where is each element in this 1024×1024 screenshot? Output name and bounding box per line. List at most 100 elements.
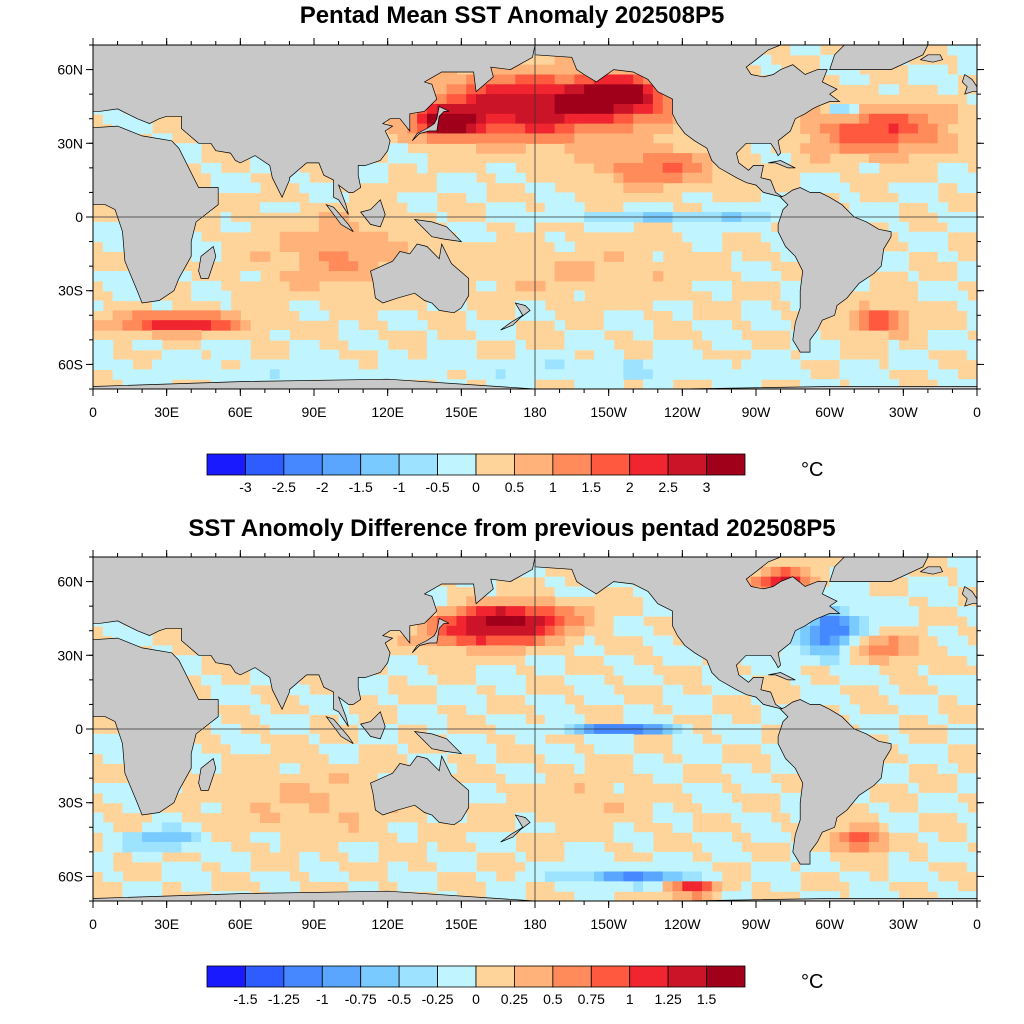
lon-tick-label: 60E xyxy=(228,404,253,420)
madagascar-land xyxy=(198,757,217,791)
colorbar-swatch xyxy=(245,965,285,988)
new-guinea-land xyxy=(413,219,463,243)
lon-tick-label: 120W xyxy=(664,404,701,420)
panel2-title: SST Anomoly Difference from previous pen… xyxy=(188,515,836,542)
colorbar-label: 2 xyxy=(626,479,634,495)
cuba-land xyxy=(768,672,796,681)
colorbar-swatch xyxy=(629,453,669,476)
lat-tick-label: 30S xyxy=(58,283,83,299)
colorbar-label: 0.25 xyxy=(501,991,528,1007)
madagascar-land xyxy=(198,245,217,279)
lon-tick-label: 0 xyxy=(973,916,981,932)
antarctica-land xyxy=(93,378,977,389)
land-masses xyxy=(93,557,977,901)
lon-tick-label: 60W xyxy=(815,916,845,932)
lon-tick-label: 30E xyxy=(154,916,179,932)
colorbar-label: -1 xyxy=(316,991,329,1007)
colorbar-label: 1 xyxy=(549,479,557,495)
lon-axis: 0 30E 60E 90E 120E 150E 180 150W 120W 90W 60W 30W 0 xyxy=(89,38,981,420)
lat-tick-label: 0 xyxy=(75,721,83,737)
south-america-land xyxy=(777,699,892,865)
lat-axis: 60N 30N 0 30S 60S xyxy=(57,44,984,390)
colorbar-label: -0.5 xyxy=(426,479,450,495)
lon-tick-label: 180 xyxy=(523,404,547,420)
colorbar-swatch xyxy=(475,965,515,988)
colorbar-label: -0.25 xyxy=(422,991,454,1007)
colorbar-label: 1.25 xyxy=(655,991,682,1007)
land-masses xyxy=(93,45,977,389)
borneo-land xyxy=(360,711,386,740)
colorbar-label: -0.5 xyxy=(387,991,411,1007)
colorbar-1: -3 -2.5 -2 -1.5 -1 -0.5 0 0.5 1 1.5 2 2.5 3 °C xyxy=(206,453,823,495)
lat-tick-label: 0 xyxy=(75,209,83,225)
colorbar-swatch xyxy=(590,453,631,476)
colorbar-label: 1 xyxy=(626,991,634,1007)
lat-tick-label: 60N xyxy=(57,574,83,590)
colorbar-swatch xyxy=(321,453,362,476)
colorbar-label: 2.5 xyxy=(658,479,678,495)
colorbar-swatch xyxy=(398,965,438,988)
lon-tick-label: 90W xyxy=(742,404,772,420)
lon-tick-label: 90W xyxy=(742,916,772,932)
lon-tick-label: 0 xyxy=(89,404,97,420)
colorbar-swatch xyxy=(706,453,746,476)
borneo-land xyxy=(360,199,386,228)
lon-tick-label: 150W xyxy=(590,404,627,420)
antarctica-land xyxy=(93,890,977,901)
new-guinea-land xyxy=(413,731,463,755)
colorbar-swatch xyxy=(437,965,477,988)
britain-land xyxy=(961,585,977,607)
north-america-land xyxy=(534,45,841,198)
new-zealand-land xyxy=(500,814,531,843)
sumatra-land xyxy=(325,716,354,745)
lat-tick-label: 30N xyxy=(57,135,83,151)
colorbar-label: -0.75 xyxy=(345,991,377,1007)
colorbar-label: -2 xyxy=(316,479,329,495)
colorbar-label: 0 xyxy=(472,479,480,495)
map-panel-2: 0 30E 60E 90E 120E 150E 180 150W 120W 90W 60W 30W 06… xyxy=(57,550,984,932)
north-america-land xyxy=(534,557,841,710)
colorbar-swatch xyxy=(629,965,669,988)
colorbar-label: -1.5 xyxy=(233,991,257,1007)
lat-tick-label: 30S xyxy=(58,795,83,811)
lon-tick-label: 120W xyxy=(664,916,701,932)
colorbar-2: -1.5 -1.25 -1 -0.75 -0.5 -0.25 0 0.25 0.5 0.75 1 1.… xyxy=(206,965,823,1007)
colorbar-label: -1 xyxy=(393,479,406,495)
colorbar-label: -2.5 xyxy=(272,479,296,495)
lon-tick-label: 30E xyxy=(154,404,179,420)
lon-axis: 0 30E 60E 90E 120E 150E 180 150W 120W 90W 60W 30W 0 xyxy=(89,550,981,932)
britain-land xyxy=(961,73,977,95)
africa-land xyxy=(93,125,219,304)
colorbar-swatch xyxy=(206,453,246,476)
australia-land xyxy=(370,242,470,314)
colorbar-swatch xyxy=(514,453,554,476)
colorbar-swatch xyxy=(667,965,707,988)
unit-label: °C xyxy=(801,459,823,481)
colorbar-label: -1.25 xyxy=(268,991,300,1007)
colorbar-swatch xyxy=(514,965,554,988)
south-america-land xyxy=(777,187,892,353)
colorbar-swatch xyxy=(206,965,246,988)
cuba-land xyxy=(768,160,796,169)
lon-tick-label: 90E xyxy=(302,404,327,420)
colorbar-swatch xyxy=(706,965,746,988)
lat-tick-label: 60S xyxy=(58,356,83,372)
lon-tick-label: 150E xyxy=(445,404,478,420)
lon-tick-label: 0 xyxy=(973,404,981,420)
colorbar-swatch xyxy=(360,453,400,476)
australia-land xyxy=(370,754,470,826)
colorbar-swatch xyxy=(552,453,592,476)
unit-label: °C xyxy=(801,971,823,993)
colorbar-swatch xyxy=(283,453,323,476)
colorbar-label: -1.5 xyxy=(349,479,373,495)
eurasia-land xyxy=(93,557,536,727)
colorbar-swatch xyxy=(552,965,592,988)
lon-tick-label: 60E xyxy=(228,916,253,932)
greenland-land xyxy=(829,45,929,70)
colorbar-swatch xyxy=(475,453,515,476)
colorbar-label: 0.75 xyxy=(578,991,605,1007)
lon-tick-label: 180 xyxy=(523,916,547,932)
colorbar-swatch xyxy=(590,965,631,988)
japan-land xyxy=(411,105,450,142)
greenland-land xyxy=(829,557,929,582)
